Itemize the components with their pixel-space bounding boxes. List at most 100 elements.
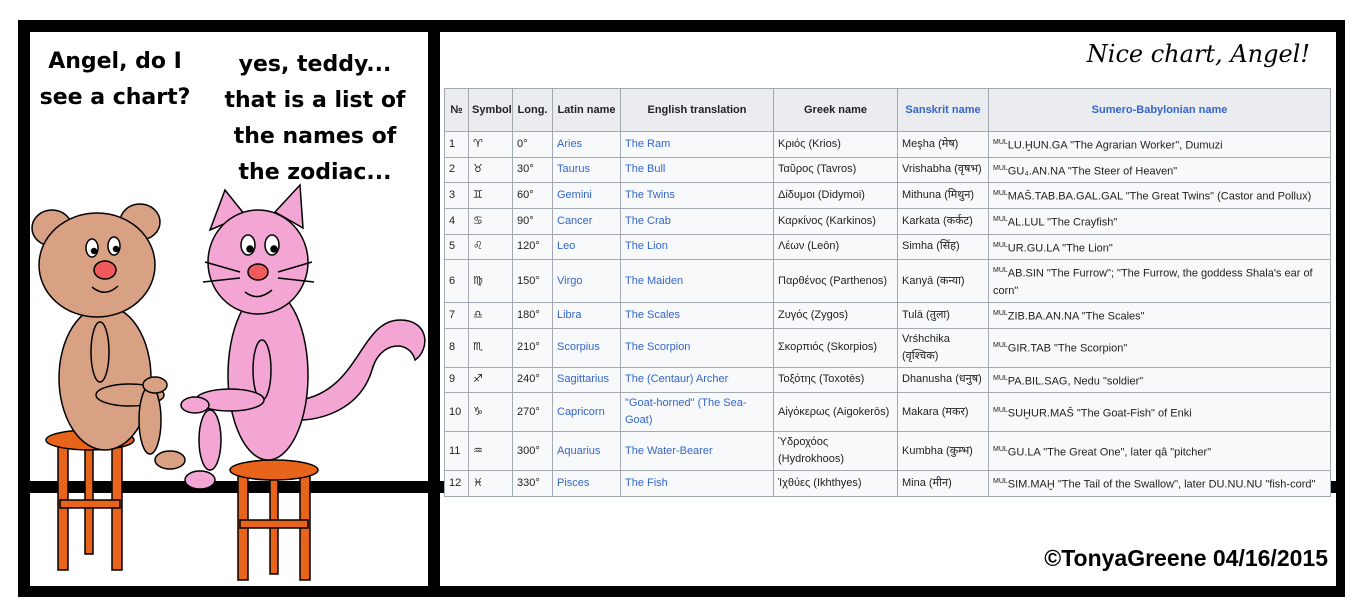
table-cell: Tulā (तुला) bbox=[897, 301, 989, 329]
column-header: Sanskrit name bbox=[897, 88, 989, 132]
table-cell: ♊︎ bbox=[468, 182, 513, 209]
table-row: 12 ♓︎ 330° Pisces The Fish Ἰχθύες (Ikhthyes) M… bbox=[444, 470, 1331, 497]
table-cell: Sagittarius bbox=[552, 366, 621, 394]
table-row: 3 ♊︎ 60° Gemini The Twins Δίδυμοι (Didymoi) Mi… bbox=[444, 182, 1331, 209]
table-cell: 120° bbox=[512, 233, 553, 261]
superscript: MUL bbox=[993, 445, 1008, 453]
superscript: MUL bbox=[993, 267, 1008, 275]
table-cell: Aquarius bbox=[552, 431, 621, 472]
superscript: MUL bbox=[993, 215, 1008, 223]
table-cell: 9 bbox=[444, 366, 469, 394]
table-cell: The Lion bbox=[620, 233, 774, 261]
table-row: 4 ♋︎ 90° Cancer The Crab Καρκίνος (Karkinos) K… bbox=[444, 207, 1331, 235]
table-cell: Λέων (Leōn) bbox=[773, 233, 898, 261]
zodiac-table: № Symbol Long. Latin name English translatio… bbox=[444, 88, 1331, 497]
table-cell: Mithuna (मिथुन) bbox=[897, 182, 989, 209]
table-cell: Ὑδροχόος (Hydrokhoos) bbox=[773, 431, 898, 472]
column-header: Symbol bbox=[468, 88, 513, 132]
copyright: ©TonyaGreene 04/16/2015 bbox=[1044, 545, 1328, 571]
table-cell: Aries bbox=[552, 131, 621, 158]
table-cell: Simha (सिंह) bbox=[897, 233, 989, 261]
table-cell: MULGU.LA "The Great One", later qâ "pitc… bbox=[988, 431, 1331, 472]
table-cell: 90° bbox=[512, 207, 553, 235]
table-cell: Karkata (कर्कट) bbox=[897, 207, 989, 235]
table-cell: 150° bbox=[512, 259, 553, 303]
speech-line: yes, teddy... bbox=[238, 52, 392, 77]
table-cell: MULGIR.TAB "The Scorpion" bbox=[988, 327, 1331, 368]
table-row: 5 ♌︎ 120° Leo The Lion Λέων (Leōn) Simha (सिंह… bbox=[444, 233, 1331, 261]
table-cell: The Crab bbox=[620, 207, 774, 235]
table-cell: 300° bbox=[512, 431, 553, 472]
table-cell: The Bull bbox=[620, 156, 774, 184]
table-row: 8 ♏︎ 210° Scorpius The Scorpion Σκορπιός (Sko… bbox=[444, 327, 1331, 368]
table-cell: Κριός (Krios) bbox=[773, 131, 898, 158]
superscript: MUL bbox=[993, 406, 1008, 414]
table-cell: The Twins bbox=[620, 182, 774, 209]
table-cell: 60° bbox=[512, 182, 553, 209]
table-cell: The Maiden bbox=[620, 259, 774, 303]
superscript: MUL bbox=[993, 478, 1008, 486]
cell-text: AB.SIN "The Furrow"; "The Furrow, the go… bbox=[993, 267, 1313, 297]
table-cell: The Ram bbox=[620, 131, 774, 158]
table-cell: Leo bbox=[552, 233, 621, 261]
table-cell: ♐︎ bbox=[468, 366, 513, 394]
table-cell: Mina (मीन) bbox=[897, 470, 989, 497]
table-cell: Libra bbox=[552, 301, 621, 329]
table-cell: 2 bbox=[444, 156, 469, 184]
table-cell: 12 bbox=[444, 470, 469, 497]
cell-text: GU₄.AN.NA "The Steer of Heaven" bbox=[1007, 165, 1178, 178]
table-cell: Scorpius bbox=[552, 327, 621, 368]
table-cell: "Goat-horned" (The Sea-Goat) bbox=[620, 392, 774, 433]
table-cell: ♎︎ bbox=[468, 301, 513, 329]
table-cell: 210° bbox=[512, 327, 553, 368]
table-cell: 6 bbox=[444, 259, 469, 303]
table-cell: ♉︎ bbox=[468, 156, 513, 184]
table-cell: ♑︎ bbox=[468, 392, 513, 433]
table-cell: Kumbha (कुम्भ) bbox=[897, 431, 989, 472]
table-cell: MULGU₄.AN.NA "The Steer of Heaven" bbox=[988, 156, 1331, 184]
column-header: Greek name bbox=[773, 88, 898, 132]
table-cell: MULZIB.BA.AN.NA "The Scales" bbox=[988, 301, 1331, 329]
table-cell: 1 bbox=[444, 131, 469, 158]
table-cell: Δίδυμοι (Didymoi) bbox=[773, 182, 898, 209]
table-cell: Makara (मकर) bbox=[897, 392, 989, 433]
table-cell: 330° bbox=[512, 470, 553, 497]
table-cell: The Fish bbox=[620, 470, 774, 497]
table-cell: MULUR.GU.LA "The Lion" bbox=[988, 233, 1331, 261]
table-cell: The Water-Bearer bbox=[620, 431, 774, 472]
table-cell: Pisces bbox=[552, 470, 621, 497]
column-header: Long. bbox=[512, 88, 553, 132]
header-row: № Symbol Long. Latin name English translatio… bbox=[444, 88, 1331, 132]
table-cell: Ζυγός (Zygos) bbox=[773, 301, 898, 329]
superscript: MUL bbox=[993, 374, 1008, 382]
table-cell: ♒︎ bbox=[468, 431, 513, 472]
table-cell: 5 bbox=[444, 233, 469, 261]
table-cell: Cancer bbox=[552, 207, 621, 235]
cell-text: SUḪUR.MAŠ "The Goat-Fish" of Enki bbox=[1007, 407, 1192, 420]
table-cell: The Scorpion bbox=[620, 327, 774, 368]
table-cell: Αἰγόκερως (Aigokerōs) bbox=[773, 392, 898, 433]
table-cell: ♈︎ bbox=[468, 131, 513, 158]
table-row: 9 ♐︎ 240° Sagittarius The (Centaur) Archer Το… bbox=[444, 366, 1331, 394]
table-row: 10 ♑︎ 270° Capricorn "Goat-horned" (The Sea-… bbox=[444, 392, 1331, 433]
speech-line: the names of bbox=[233, 124, 397, 149]
table-row: 7 ♎︎ 180° Libra The Scales Ζυγός (Zygos) Tulā … bbox=[444, 301, 1331, 329]
table-row: 11 ♒︎ 300° Aquarius The Water-Bearer Ὑδροχόος… bbox=[444, 431, 1331, 472]
speech-line: that is a list of bbox=[224, 88, 406, 113]
table-cell: 0° bbox=[512, 131, 553, 158]
table-cell: Meşha (मेष) bbox=[897, 131, 989, 158]
superscript: MUL bbox=[993, 342, 1008, 350]
table-cell: Παρθένος (Parthenos) bbox=[773, 259, 898, 303]
cell-text: AL.LUL "The Crayfish" bbox=[1007, 216, 1118, 229]
table-cell: ♌︎ bbox=[468, 233, 513, 261]
teddy-speech: Angel, do I see a chart? bbox=[30, 44, 200, 116]
table-cell: MULPA.BIL.SAG, Nedu "soldier" bbox=[988, 366, 1331, 394]
table-cell: Ταῦρος (Tavros) bbox=[773, 156, 898, 184]
column-header: Latin name bbox=[552, 88, 621, 132]
table-cell: Dhanusha (धनुष) bbox=[897, 366, 989, 394]
table-cell: 10 bbox=[444, 392, 469, 433]
table-row: 6 ♍︎ 150° Virgo The Maiden Παρθένος (Partheno… bbox=[444, 259, 1331, 303]
table-cell: The (Centaur) Archer bbox=[620, 366, 774, 394]
table-row: 2 ♉︎ 30° Taurus The Bull Ταῦρος (Tavros) Vrish… bbox=[444, 156, 1331, 184]
